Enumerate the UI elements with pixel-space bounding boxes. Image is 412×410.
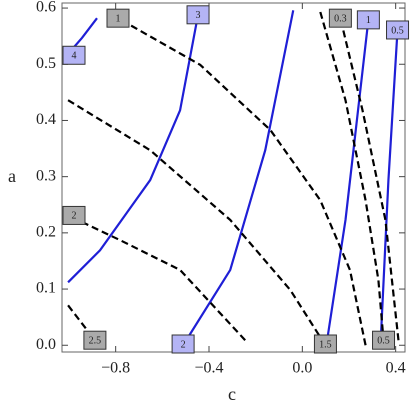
y-tick-label: 0.3: [36, 167, 56, 184]
contour-label-box: [372, 330, 396, 350]
contour-label-box: [106, 8, 130, 28]
y-tick-label: 0.5: [36, 55, 56, 72]
contour-label-box: [62, 205, 86, 225]
y-axis-label: a: [8, 166, 16, 186]
y-tick-label: 0.0: [36, 336, 56, 353]
contour-line: [182, 10, 295, 346]
contour-label-box: [62, 45, 86, 65]
contour-label: 2.5: [89, 335, 102, 346]
contour-label: 1.5: [319, 339, 332, 350]
contour-label-box: [328, 8, 352, 28]
contour-label: 3: [196, 10, 201, 21]
plot-frame: [61, 2, 406, 353]
x-tick-label: −0.4: [194, 360, 223, 377]
contour-label: 1: [116, 13, 121, 24]
x-tick-label: 0.0: [292, 360, 312, 377]
contour-label: 1: [366, 15, 371, 26]
contour-label-box: [386, 20, 410, 40]
contour-line: [339, 17, 400, 341]
contour-label: 0.3: [334, 13, 347, 24]
contour-line: [379, 29, 399, 346]
y-tick-label: 0.4: [36, 111, 56, 128]
contour-label-box: [356, 10, 380, 30]
y-tick-label: 0.2: [36, 224, 56, 241]
contour-label: 2: [181, 339, 186, 350]
contour-line: [117, 17, 367, 346]
contour-line: [67, 99, 327, 346]
contour-line: [325, 19, 370, 346]
x-axis-label: c: [228, 384, 236, 404]
contour-label: 0.5: [377, 335, 390, 346]
contour-line: [67, 14, 200, 284]
x-tick-label: −0.8: [101, 360, 130, 377]
y-tick-label: 0.1: [36, 280, 56, 297]
contour-label-box: [83, 330, 107, 350]
contour-line: [319, 11, 385, 341]
contour-line: [67, 214, 246, 341]
contour-label-box: [313, 334, 337, 354]
contour-label-box: [186, 5, 210, 25]
contour-label: 0.5: [391, 25, 404, 36]
x-tick-label: 0.4: [386, 360, 406, 377]
contour-label: 2: [72, 211, 77, 222]
y-tick-label: 0.6: [36, 0, 56, 16]
contour-label: 4: [72, 51, 77, 62]
contour-label-box: [171, 334, 195, 354]
